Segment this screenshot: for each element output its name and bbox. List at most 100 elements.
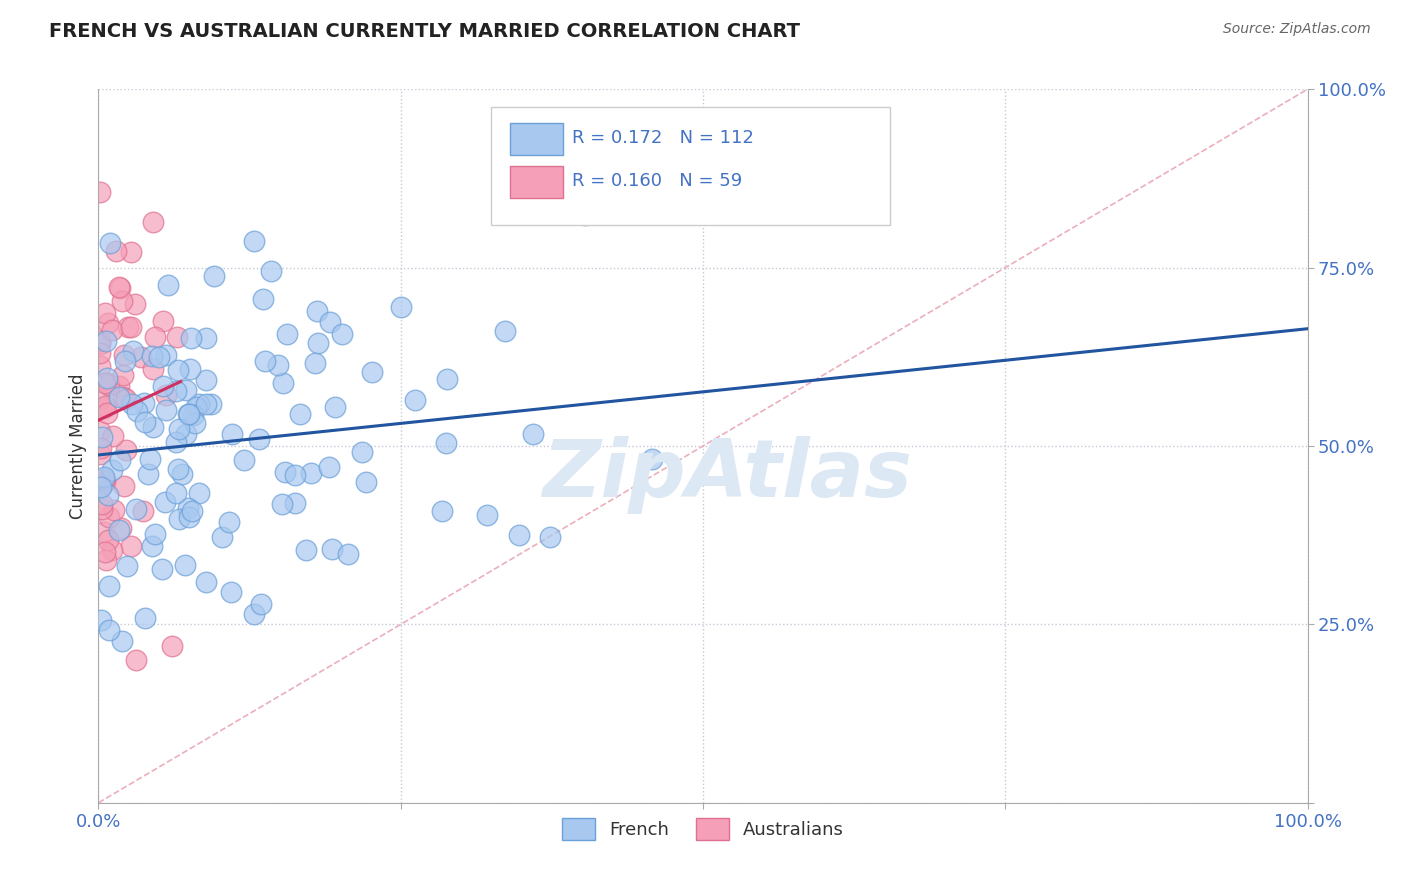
Point [188,486,211,500]
Point [117,319,139,334]
Point [475,508,498,523]
Point [143,526,166,541]
Point [165,485,187,500]
Point [194,574,217,589]
Point [166,330,188,344]
Point [307,336,329,351]
Point [111,294,134,309]
Point [318,315,340,329]
Point [354,475,377,490]
Point [160,639,183,653]
Point [93,376,115,391]
Point [96,334,118,348]
Point [122,344,145,359]
Point [104,244,127,259]
Point [174,383,197,397]
Point [436,435,458,450]
Point [194,397,217,411]
Point [108,452,131,467]
Point [89,424,111,438]
Point [177,407,200,421]
Point [167,461,190,475]
Point [150,562,173,576]
Point [120,539,142,553]
Point [108,390,131,404]
Point [132,396,155,410]
Point [152,314,174,328]
Point [93,401,115,415]
Point [267,358,290,372]
Point [142,215,165,229]
Point [270,497,292,511]
Point [110,521,132,535]
Point [112,368,135,382]
Point [148,350,170,364]
Point [284,496,307,510]
Point [108,523,131,537]
Point [194,373,217,387]
Point [166,363,188,377]
Point [389,300,412,314]
Point [134,610,156,624]
Point [271,376,294,390]
Point [318,459,340,474]
Point [252,292,274,306]
Point [179,362,201,376]
Point [221,585,243,599]
Point [167,512,190,526]
Point [522,427,544,442]
Point [574,208,596,222]
Point [247,432,270,446]
Point [186,400,208,414]
Point [254,354,277,368]
FancyBboxPatch shape [492,107,890,225]
Point [139,452,162,467]
Point [243,607,266,621]
Point [436,371,458,385]
Point [91,497,114,511]
Point [93,470,115,484]
Point [103,502,125,516]
Point [120,244,142,259]
Point [321,542,343,557]
Point [141,539,163,553]
Point [108,281,131,295]
Point [91,429,114,443]
Point [89,337,111,351]
Point [260,264,283,278]
Point [243,235,266,249]
Point [142,420,165,434]
Point [93,305,115,319]
Point [90,480,112,494]
Point [165,384,187,399]
Point [174,426,197,441]
Point [177,510,200,524]
Point [96,370,118,384]
Point [100,543,122,558]
Point [172,467,194,482]
Point [90,441,112,455]
Text: R = 0.160   N = 59: R = 0.160 N = 59 [572,171,742,189]
Point [233,453,256,467]
Point [89,392,111,406]
Point [288,408,311,422]
Point [112,479,135,493]
Point [94,553,117,567]
Point [112,348,135,362]
Point [89,334,111,348]
Point [93,472,115,486]
FancyBboxPatch shape [509,123,562,155]
Point [173,558,195,573]
Point [221,426,243,441]
Point [93,400,115,414]
Point [641,451,664,466]
Point [97,533,120,547]
Y-axis label: Currently Married: Currently Married [69,373,87,519]
Point [181,408,204,422]
Point [404,392,426,407]
Point [188,397,211,411]
Text: R = 0.172   N = 112: R = 0.172 N = 112 [572,128,754,146]
Point [142,362,165,376]
Point [96,406,118,420]
Point [299,467,322,481]
